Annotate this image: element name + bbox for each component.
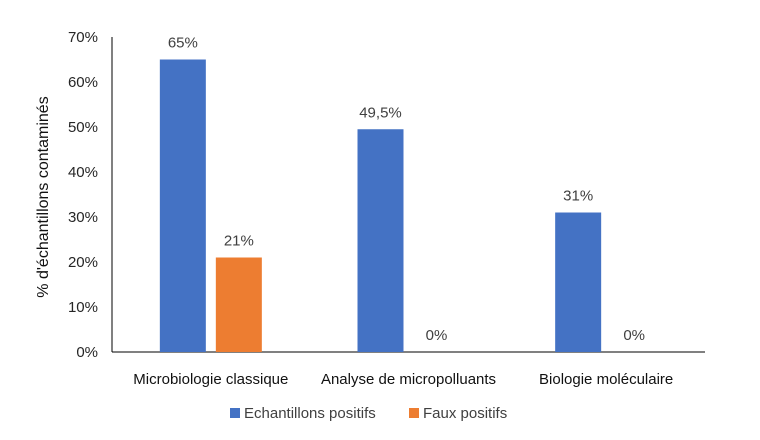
y-axis-label: % d'échantillons contaminés	[35, 96, 52, 297]
y-tick-label: 60%	[68, 74, 98, 91]
y-tick-label: 0%	[76, 344, 98, 361]
y-tick-label: 10%	[68, 299, 98, 316]
legend: Echantillons positifs Faux positifs	[230, 405, 507, 422]
data-label: 21%	[224, 233, 254, 250]
x-category-label: Microbiologie classique	[133, 371, 288, 388]
legend-swatch-0	[230, 408, 240, 418]
x-axis-categories: Microbiologie classique Analyse de microp…	[133, 371, 673, 388]
x-category-label: Biologie moléculaire	[539, 371, 673, 388]
bars	[159, 59, 602, 352]
data-labels: 65% 21% 49,5% 0% 31% 0%	[168, 35, 645, 345]
bar-positive-2	[555, 212, 602, 352]
y-tick-label: 40%	[68, 164, 98, 181]
data-label: 0%	[623, 327, 645, 344]
legend-label-0: Echantillons positifs	[244, 405, 376, 422]
y-tick-label: 30%	[68, 209, 98, 226]
bar-positive-1	[357, 129, 404, 352]
y-tick-label: 20%	[68, 254, 98, 271]
data-label: 49,5%	[359, 104, 402, 121]
y-tick-label: 50%	[68, 119, 98, 136]
data-label: 65%	[168, 35, 198, 52]
legend-label-1: Faux positifs	[423, 405, 507, 422]
x-category-label: Analyse de micropolluants	[321, 371, 496, 388]
y-axis-ticks: 0% 10% 20% 30% 40% 50% 60% 70%	[68, 29, 98, 361]
data-label: 31%	[563, 188, 593, 205]
data-label: 0%	[426, 327, 448, 344]
bar-false-positive-0	[215, 257, 262, 352]
legend-swatch-1	[409, 408, 419, 418]
y-tick-label: 70%	[68, 29, 98, 46]
bar-positive-0	[159, 59, 206, 352]
